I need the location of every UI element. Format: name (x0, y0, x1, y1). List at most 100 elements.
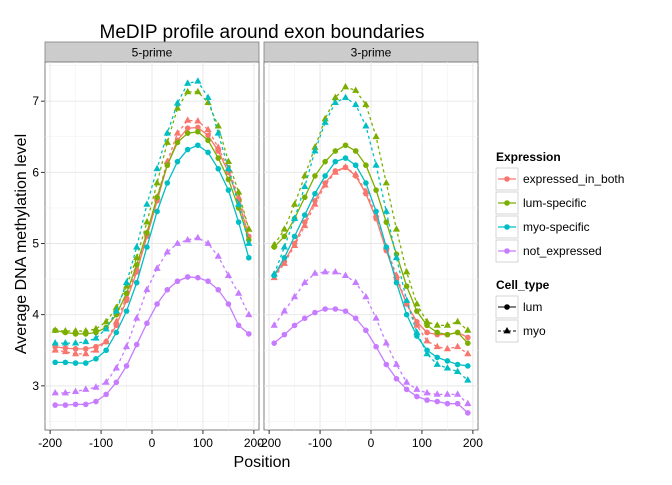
series-myo-specific-lum (52, 142, 252, 366)
data-point (443, 364, 452, 371)
legend-entry-not_expressed: not_expressed (495, 239, 602, 263)
data-point (424, 397, 430, 403)
data-point (322, 158, 328, 165)
data-point (224, 157, 233, 165)
data-point (403, 378, 411, 385)
data-point (122, 278, 131, 286)
x-tick-label: 200 (463, 436, 483, 450)
data-point (465, 410, 471, 416)
data-point (61, 327, 69, 334)
legend-label: myo (523, 324, 546, 338)
data-point (301, 315, 308, 322)
data-point (153, 164, 161, 172)
data-point (112, 317, 120, 325)
data-point (62, 359, 69, 366)
series-myo-specific-lum (271, 155, 471, 369)
data-point (352, 86, 360, 93)
data-point (454, 400, 461, 407)
data-point (205, 278, 211, 285)
data-point (301, 221, 309, 229)
x-tick-label: -100 (308, 436, 332, 450)
data-point (280, 259, 288, 266)
data-point (352, 170, 360, 177)
data-point (153, 179, 161, 186)
data-point (174, 278, 181, 285)
data-point (403, 386, 410, 393)
data-point (102, 317, 110, 325)
data-point (270, 270, 278, 277)
facet-strip-label: 3-prime (351, 46, 392, 60)
data-point (332, 148, 339, 154)
data-point (173, 104, 182, 111)
data-point (195, 274, 201, 281)
data-point (433, 321, 441, 328)
data-point (184, 146, 191, 153)
data-point (383, 219, 390, 225)
data-point (133, 341, 140, 348)
data-point (342, 142, 349, 149)
data-point (246, 331, 252, 337)
data-point (443, 344, 452, 352)
data-point (62, 402, 69, 408)
data-point (312, 190, 318, 197)
data-point (164, 162, 171, 169)
data-point (123, 290, 130, 297)
data-point (291, 233, 298, 240)
data-point (382, 339, 390, 346)
data-point (373, 187, 379, 193)
data-point (61, 339, 69, 346)
data-point (454, 367, 462, 375)
legend-label: expressed_in_both (523, 172, 624, 186)
data-point (174, 158, 181, 165)
data-point (322, 173, 328, 179)
data-point (454, 361, 461, 368)
legend-key-point (504, 304, 510, 310)
data-point (72, 401, 79, 408)
data-point (133, 262, 140, 268)
data-point (331, 98, 339, 105)
data-point (464, 349, 472, 357)
data-point (71, 339, 80, 346)
data-point (464, 326, 472, 333)
data-point (215, 286, 222, 293)
data-point (414, 393, 420, 400)
data-point (352, 162, 359, 169)
data-point (72, 360, 79, 366)
series-not_expressed-myo (51, 233, 253, 396)
data-point (403, 296, 411, 303)
data-point (102, 378, 110, 385)
data-point (143, 200, 151, 207)
data-point (133, 243, 141, 250)
data-point (372, 161, 380, 168)
series-lum-specific-myo (51, 87, 253, 334)
data-point (235, 289, 243, 296)
data-point (194, 87, 202, 95)
data-point (51, 339, 59, 346)
data-point (112, 307, 120, 314)
legend-label: lum-specific (523, 196, 586, 210)
data-point (143, 218, 151, 225)
x-tick-label: -200 (38, 436, 62, 450)
data-point (143, 285, 151, 293)
data-point (154, 301, 160, 307)
data-point (403, 267, 411, 275)
data-point (454, 317, 462, 325)
y-tick-label: 7 (32, 94, 39, 108)
data-point (465, 334, 471, 341)
data-point (280, 225, 288, 232)
data-point (342, 308, 349, 314)
data-point (352, 100, 360, 108)
data-point (225, 176, 232, 183)
series-not_expressed-lum (271, 306, 471, 416)
data-point (443, 321, 452, 328)
data-point (184, 235, 192, 243)
data-point (311, 200, 319, 207)
legend-key-point (503, 327, 511, 334)
data-point (52, 402, 58, 408)
data-point (362, 100, 370, 108)
data-point (372, 132, 380, 140)
series-lum-specific-myo (270, 82, 472, 333)
data-point (290, 200, 299, 207)
